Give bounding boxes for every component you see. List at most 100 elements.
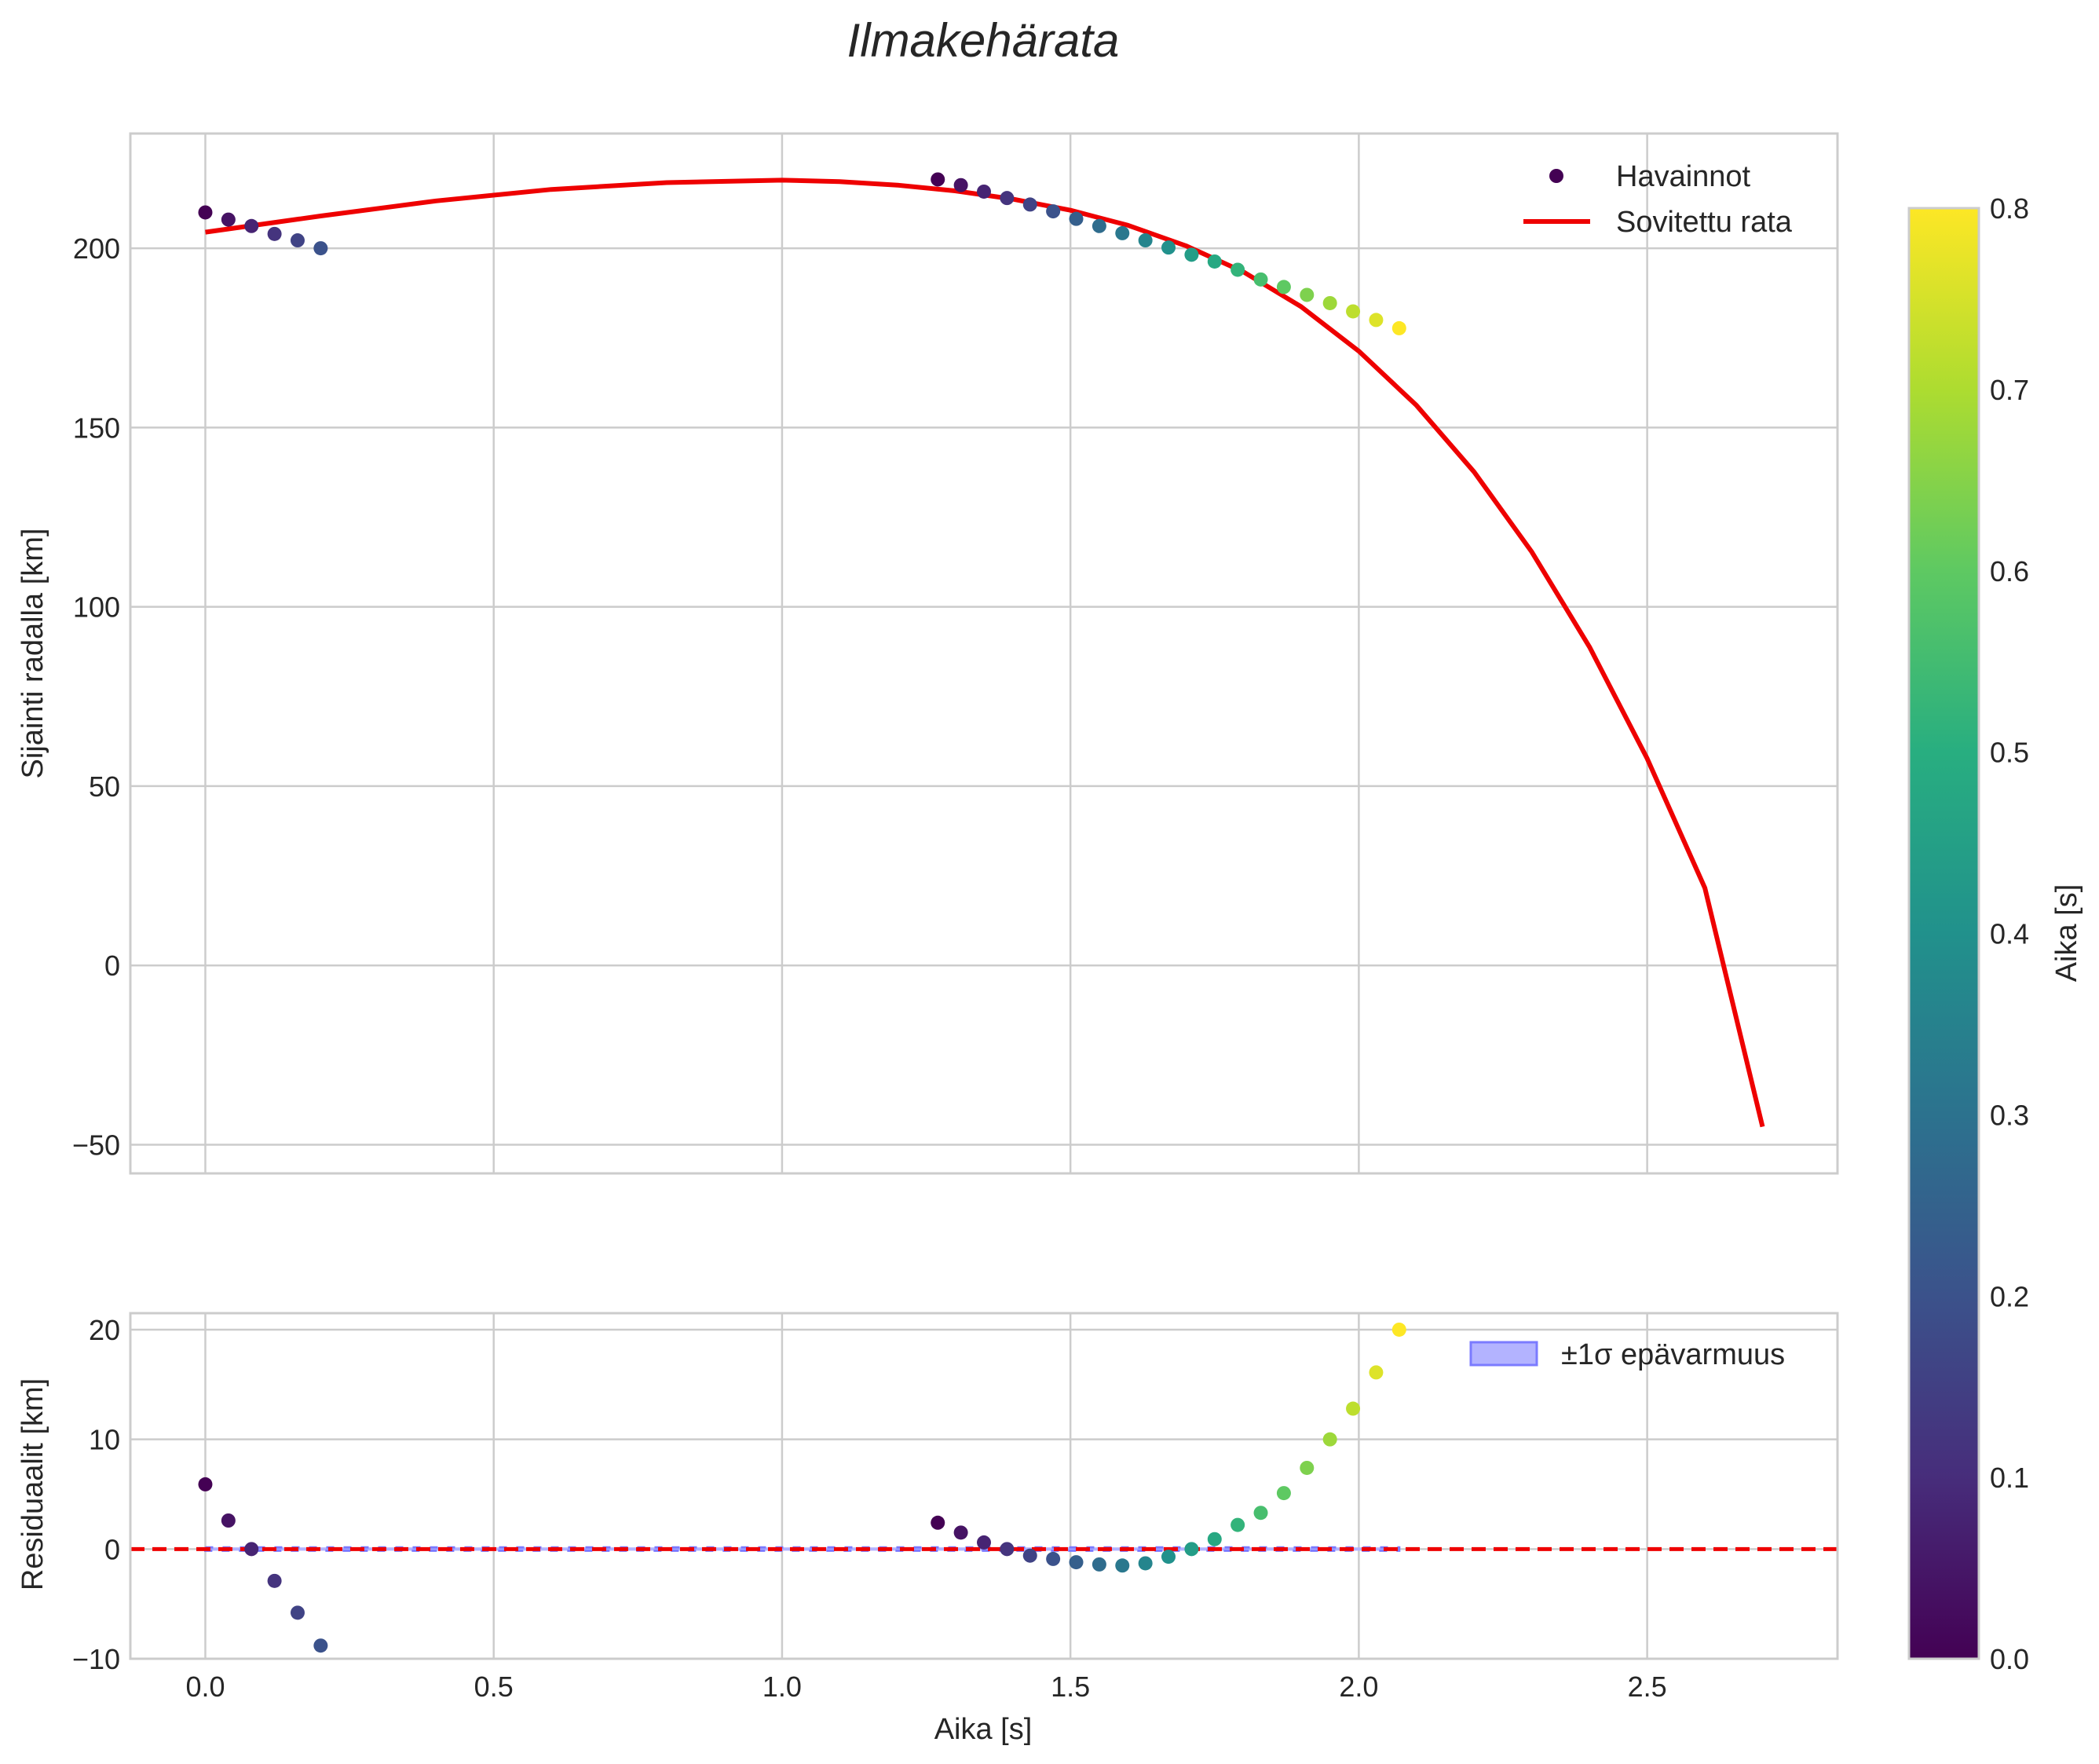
1-y-tick-label: 0: [104, 1533, 120, 1565]
residuals-axes-frame: [129, 1312, 1839, 1660]
colorbar-tick-label: 0.5: [1990, 737, 2029, 769]
residual-point: [1046, 1551, 1061, 1566]
observation-point: [1322, 295, 1337, 310]
observation-point: [198, 205, 213, 220]
residual-point: [931, 1515, 945, 1530]
residual-point: [267, 1573, 282, 1588]
residual-point: [221, 1513, 236, 1528]
1-y-tick-label: 20: [89, 1314, 120, 1346]
residual-point: [977, 1535, 991, 1550]
observation-point: [1092, 218, 1106, 233]
residuals-y-ticks: −10 0 10 20: [72, 1314, 120, 1675]
observation-point: [244, 218, 259, 233]
observation-point: [1207, 254, 1222, 269]
residual-point: [1161, 1550, 1176, 1565]
observation-point: [1346, 304, 1361, 319]
observation-point: [221, 212, 236, 227]
residual-point: [953, 1525, 968, 1540]
observation-point: [1046, 204, 1061, 219]
residual-point: [1207, 1532, 1222, 1546]
1-y-tick-label: −10: [72, 1643, 120, 1675]
legend-observations-label: Havainnot: [1616, 160, 1751, 193]
residual-point: [1346, 1401, 1361, 1416]
position-gridlines: [130, 134, 1838, 1173]
position-axes-frame: [129, 132, 1839, 1175]
residual-point: [1369, 1365, 1384, 1380]
colorbar-tick-label: 0.0: [1990, 1643, 2029, 1675]
observation-point: [1369, 313, 1384, 328]
observation-point: [1069, 211, 1084, 226]
colorbar: 0.0 0.1 0.2 0.3 0.4 0.5 0.6 0.7 0.8 Aika [s]: [1907, 192, 2083, 1675]
colorbar-gradient: [1907, 207, 1980, 1660]
fitted-orbit-series: [205, 177, 1765, 1128]
position-panel: −50 0 50 100 150 200 Sijainti radalla [km] Ha…: [16, 132, 1839, 1175]
residual-point: [1000, 1542, 1015, 1557]
residual-point: [1300, 1460, 1315, 1475]
x-tick-label: 1.0: [762, 1671, 802, 1703]
residual-point: [1276, 1486, 1291, 1501]
legend-fit-label: Sovitettu rata: [1616, 206, 1793, 239]
colorbar-tick-label: 0.3: [1990, 1099, 2029, 1131]
x-axis-label: Aika [s]: [934, 1713, 1033, 1746]
observation-point: [290, 233, 305, 248]
residual-point: [244, 1542, 259, 1557]
observation-point: [1391, 320, 1406, 335]
residuals-series: [198, 1322, 1406, 1653]
0-y-tick-label: 100: [73, 591, 120, 624]
residual-point: [1115, 1558, 1130, 1573]
observation-point: [1000, 191, 1015, 206]
observation-point: [313, 241, 328, 256]
colorbar-ticks: 0.0 0.1 0.2 0.3 0.4 0.5 0.6 0.7 0.8: [1990, 192, 2029, 1675]
x-tick-label: 2.0: [1339, 1671, 1378, 1703]
residual-point: [1138, 1556, 1153, 1571]
colorbar-tick-label: 0.2: [1990, 1280, 2029, 1312]
residual-point: [1322, 1432, 1337, 1447]
colorbar-tick-label: 0.4: [1990, 918, 2029, 950]
observation-point: [1138, 233, 1153, 248]
residual-point: [1069, 1555, 1084, 1570]
position-legend: Havainnot Sovitettu rata: [1523, 160, 1793, 239]
colorbar-tick-label: 0.7: [1990, 374, 2029, 406]
x-tick-label: 0.5: [474, 1671, 514, 1703]
residual-point: [1253, 1506, 1268, 1521]
observation-point: [977, 184, 991, 199]
residual-point: [1184, 1542, 1199, 1557]
residual-point: [1092, 1557, 1106, 1572]
residuals-legend: ±1σ epävarmuus: [1469, 1338, 1785, 1371]
position-y-ticks: −50 0 50 100 150 200: [72, 232, 120, 1161]
residual-point: [1231, 1517, 1245, 1532]
observation-point: [931, 172, 945, 187]
0-y-tick-label: −50: [72, 1129, 120, 1161]
fitted-orbit-line: [205, 177, 1765, 1128]
residuals-x-ticks: 0.0 0.5 1.0 1.5 2.0 2.5: [185, 1671, 1666, 1703]
residual-point: [1391, 1322, 1406, 1337]
colorbar-tick-label: 0.6: [1990, 555, 2029, 587]
residual-point: [290, 1605, 305, 1620]
legend-observations-marker: [1549, 169, 1563, 183]
chart-title: Ilmakehärata: [847, 14, 1120, 67]
observation-point: [267, 226, 282, 241]
observation-point: [1231, 262, 1245, 277]
legend-uncertainty-swatch: [1469, 1341, 1538, 1367]
x-tick-label: 0.0: [185, 1671, 225, 1703]
residual-point: [313, 1638, 328, 1653]
observations-series: [198, 172, 1406, 335]
x-tick-label: 2.5: [1628, 1671, 1667, 1703]
0-y-tick-label: 0: [104, 950, 120, 982]
position-y-axis-label: Sijainti radalla [km]: [16, 529, 49, 779]
residuals-y-axis-label: Residuaalit [km]: [16, 1378, 49, 1590]
observation-point: [1300, 287, 1315, 302]
colorbar-tick-label: 0.8: [1990, 192, 2029, 225]
observation-point: [1184, 247, 1199, 262]
observation-point: [1253, 272, 1268, 287]
observation-point: [1276, 280, 1291, 295]
0-y-tick-label: 150: [73, 412, 120, 444]
observation-point: [953, 177, 968, 192]
residual-point: [198, 1477, 213, 1491]
1-y-tick-label: 10: [89, 1424, 120, 1456]
observation-point: [1022, 197, 1037, 212]
residual-point: [1022, 1548, 1037, 1563]
0-y-tick-label: 200: [73, 232, 120, 265]
0-y-tick-label: 50: [89, 770, 120, 803]
